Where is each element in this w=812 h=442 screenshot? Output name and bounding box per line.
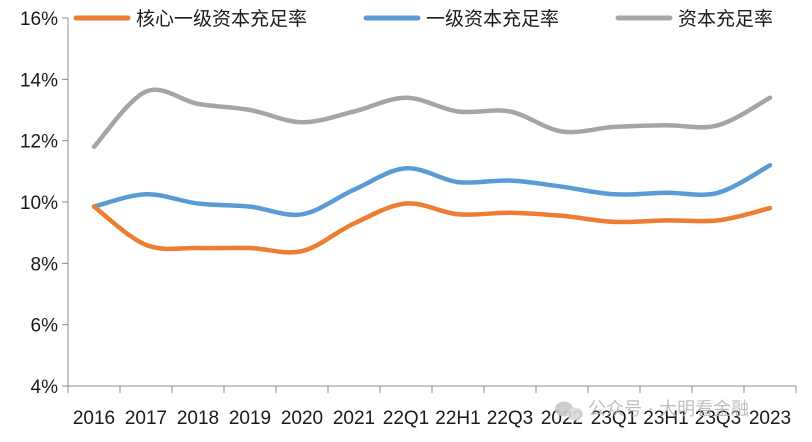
y-tick-label: 8% [31, 254, 59, 275]
x-tick-label: 2016 [73, 408, 115, 429]
legend: 核心一级资本充足率 一级资本充足率 资本充足率 [73, 8, 773, 30]
series-line-3 [91, 87, 773, 150]
watermark: 公众号 · 大明看金融 [555, 399, 749, 421]
x-tick-label: 2017 [125, 408, 167, 429]
x-tick-label: 23Q3 [695, 408, 741, 429]
y-tick-label: 10% [20, 193, 58, 214]
series-layer [91, 87, 773, 255]
x-tick-label: 2021 [333, 408, 375, 429]
watermark-text: 公众号 · 大明看金融 [588, 399, 749, 420]
y-tick-label: 12% [20, 132, 58, 153]
x-tick-label: 22H1 [435, 408, 480, 429]
y-tick-label: 4% [31, 377, 59, 398]
legend-label: 核心一级资本充足率 [136, 8, 307, 30]
series-line-1 [91, 201, 773, 255]
x-tick-label: 2018 [177, 408, 219, 429]
axes: 4% 6% 8% 10% 12% 14% 16% 2016 2017 2018 2019 2020 20… [20, 9, 797, 429]
x-tick-label: 2019 [229, 408, 271, 429]
wechat-icon [555, 401, 583, 421]
x-tick-label: 23H1 [643, 408, 688, 429]
legend-label: 一级资本充足率 [426, 8, 559, 30]
x-tick-label: 2020 [281, 408, 323, 429]
y-tick-label: 14% [20, 70, 58, 91]
x-tick-label: 22Q3 [487, 408, 533, 429]
x-tick-label: 23Q1 [591, 408, 637, 429]
x-tick-label: 22Q1 [383, 408, 429, 429]
y-tick-label: 6% [31, 316, 59, 337]
legend-label: 资本充足率 [678, 8, 773, 30]
x-tick-label: 2023 [749, 408, 791, 429]
series-line-2 [91, 162, 773, 218]
y-tick-label: 16% [20, 9, 58, 30]
